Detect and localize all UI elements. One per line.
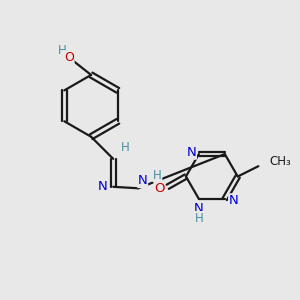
Text: H: H (58, 44, 67, 57)
Text: CH₃: CH₃ (269, 155, 291, 168)
Text: O: O (154, 182, 165, 195)
Text: N: N (187, 146, 196, 159)
Text: N: N (194, 202, 204, 215)
Text: N: N (98, 180, 107, 193)
Text: H: H (194, 212, 203, 225)
Text: H: H (153, 169, 162, 182)
Text: O: O (64, 51, 74, 64)
Text: N: N (138, 174, 148, 188)
Text: N: N (229, 194, 238, 207)
Text: H: H (121, 141, 130, 154)
